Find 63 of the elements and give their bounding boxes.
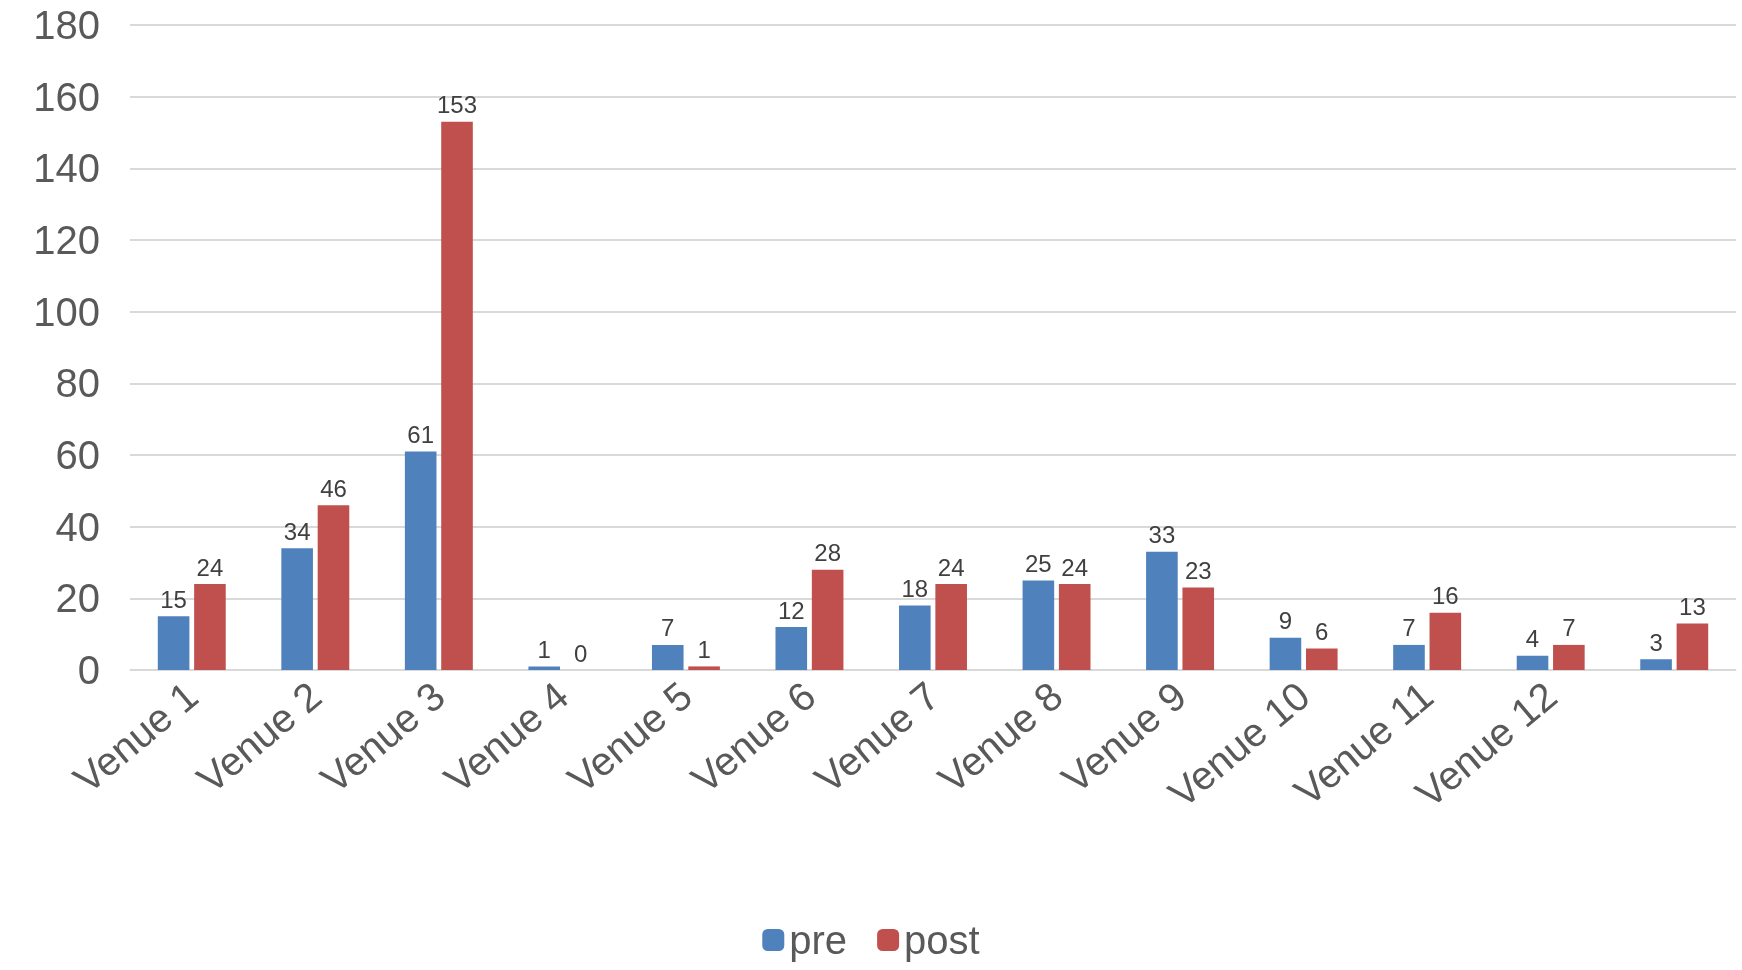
y-tick-label: 100	[33, 289, 100, 334]
data-label: 0	[573, 639, 588, 667]
bar	[935, 584, 967, 670]
data-label: 4	[1525, 625, 1540, 653]
y-tick-label: 40	[55, 504, 100, 549]
bar	[1676, 623, 1709, 670]
y-tick-label: 0	[77, 648, 100, 692]
y-tick-label: 180	[33, 3, 100, 47]
data-label: 7	[1562, 614, 1576, 642]
bar	[1146, 551, 1178, 670]
data-label: 18	[901, 575, 929, 602]
bar	[688, 666, 720, 670]
data-label: 61	[407, 420, 435, 448]
y-tick-label: 120	[33, 218, 100, 262]
data-label: 13	[1679, 592, 1706, 620]
data-label: 153	[436, 91, 478, 119]
bar	[1058, 584, 1091, 670]
bar	[651, 644, 684, 670]
data-label: 7	[1402, 614, 1416, 642]
bar	[775, 627, 808, 670]
bar	[1393, 644, 1425, 670]
data-label: 1	[697, 635, 711, 663]
bar	[194, 584, 226, 670]
y-tick-label: 160	[33, 74, 100, 119]
bar	[1182, 587, 1215, 670]
data-label: 46	[320, 474, 347, 502]
bar	[1516, 655, 1549, 670]
legend-label: pre	[789, 918, 848, 962]
data-label: 7	[661, 614, 675, 642]
data-label: 6	[1315, 618, 1329, 645]
data-label: 1	[537, 635, 551, 663]
bar	[404, 451, 437, 670]
data-label: 9	[1278, 607, 1293, 635]
y-tick-label: 20	[55, 576, 100, 621]
data-label: 15	[160, 585, 187, 613]
bar	[1269, 637, 1302, 670]
bar	[1640, 659, 1672, 670]
data-label: 24	[196, 553, 224, 581]
data-label: 24	[1061, 553, 1089, 581]
y-tick-label: 60	[55, 433, 100, 477]
bar	[317, 505, 350, 670]
data-label: 24	[937, 553, 965, 581]
data-label: 3	[1649, 628, 1663, 656]
bar	[1553, 644, 1585, 670]
y-tick-label: 140	[33, 146, 100, 191]
bar	[1429, 612, 1462, 670]
data-label: 28	[814, 539, 841, 567]
bar	[899, 605, 931, 670]
bar	[157, 616, 190, 670]
legend-label: post	[904, 918, 980, 962]
bar	[1305, 648, 1338, 670]
bar	[441, 121, 473, 670]
bar	[811, 569, 844, 670]
data-label: 23	[1184, 557, 1212, 585]
data-label: 33	[1148, 521, 1176, 549]
data-label: 25	[1025, 549, 1052, 577]
data-label: 16	[1431, 582, 1459, 610]
y-tick-label: 80	[55, 361, 100, 406]
data-label: 34	[283, 517, 311, 545]
bar	[528, 666, 561, 670]
bar	[1022, 580, 1055, 670]
bar	[281, 548, 313, 670]
data-label: 12	[777, 596, 805, 624]
